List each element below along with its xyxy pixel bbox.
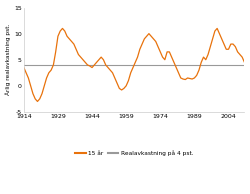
- Y-axis label: Årlig realavkastning pst.: Årlig realavkastning pst.: [6, 24, 11, 95]
- Legend: 15 år, Realavkastning på 4 pst.: 15 år, Realavkastning på 4 pst.: [73, 148, 196, 158]
